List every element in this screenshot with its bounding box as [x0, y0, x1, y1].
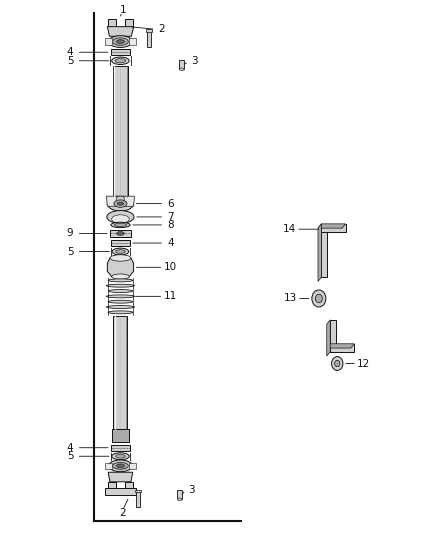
Polygon shape — [318, 224, 346, 228]
Polygon shape — [124, 196, 134, 206]
Bar — [129, 38, 136, 45]
Ellipse shape — [106, 305, 134, 309]
Text: 11: 11 — [164, 292, 177, 301]
Bar — [179, 60, 184, 69]
Ellipse shape — [177, 498, 182, 501]
Ellipse shape — [110, 255, 131, 261]
Polygon shape — [107, 258, 134, 277]
Ellipse shape — [112, 57, 129, 64]
Ellipse shape — [106, 284, 134, 287]
Text: 9: 9 — [67, 229, 74, 238]
Bar — [321, 224, 346, 232]
Ellipse shape — [108, 311, 133, 314]
Polygon shape — [318, 224, 321, 281]
Ellipse shape — [114, 223, 127, 227]
Ellipse shape — [107, 196, 134, 211]
Text: 4: 4 — [67, 47, 74, 57]
Polygon shape — [108, 472, 133, 482]
Ellipse shape — [106, 295, 134, 298]
Ellipse shape — [111, 222, 130, 228]
Ellipse shape — [117, 39, 124, 44]
Ellipse shape — [180, 68, 184, 71]
Text: 7: 7 — [167, 212, 174, 222]
Bar — [321, 224, 327, 277]
Text: 5: 5 — [67, 247, 74, 256]
Ellipse shape — [108, 279, 133, 282]
Text: 2: 2 — [159, 25, 166, 34]
Ellipse shape — [117, 464, 124, 468]
Ellipse shape — [109, 36, 132, 47]
Polygon shape — [108, 19, 116, 28]
Ellipse shape — [109, 460, 132, 472]
Text: 4: 4 — [167, 238, 174, 248]
Text: 3: 3 — [188, 485, 195, 495]
Ellipse shape — [116, 454, 125, 458]
Text: 13: 13 — [284, 294, 297, 303]
Bar — [177, 490, 182, 499]
Text: 10: 10 — [164, 262, 177, 272]
Circle shape — [315, 294, 322, 303]
Ellipse shape — [113, 462, 128, 469]
Bar — [111, 240, 130, 246]
Polygon shape — [106, 196, 117, 206]
Polygon shape — [113, 316, 127, 429]
Bar — [111, 49, 130, 55]
Text: 8: 8 — [167, 220, 174, 230]
Polygon shape — [125, 19, 133, 28]
Circle shape — [312, 290, 326, 307]
Polygon shape — [125, 482, 133, 491]
Ellipse shape — [117, 231, 124, 236]
Ellipse shape — [108, 300, 133, 303]
Bar — [105, 488, 136, 495]
Polygon shape — [327, 344, 354, 348]
Ellipse shape — [116, 249, 125, 254]
Ellipse shape — [112, 248, 129, 255]
Ellipse shape — [117, 202, 124, 205]
Text: 3: 3 — [191, 56, 198, 66]
Ellipse shape — [115, 59, 126, 63]
Bar — [129, 463, 136, 469]
Ellipse shape — [112, 274, 129, 279]
Text: 2: 2 — [119, 508, 126, 518]
Bar — [110, 230, 131, 237]
Ellipse shape — [112, 215, 129, 223]
Text: 5: 5 — [67, 56, 74, 66]
Text: 6: 6 — [167, 199, 174, 208]
Circle shape — [335, 360, 340, 367]
Ellipse shape — [114, 200, 127, 207]
Bar — [147, 31, 151, 47]
Text: 1: 1 — [119, 5, 126, 14]
Circle shape — [332, 357, 343, 370]
Bar — [135, 490, 141, 492]
Text: 14: 14 — [283, 224, 296, 234]
Text: 5: 5 — [67, 451, 74, 461]
Bar — [330, 344, 354, 352]
Polygon shape — [108, 482, 116, 491]
Ellipse shape — [112, 453, 129, 459]
Polygon shape — [107, 27, 134, 36]
Bar — [105, 38, 112, 45]
Polygon shape — [113, 66, 128, 197]
Text: 12: 12 — [357, 359, 370, 368]
Ellipse shape — [108, 289, 133, 293]
Polygon shape — [112, 429, 129, 442]
Text: 4: 4 — [67, 443, 74, 453]
Bar — [105, 463, 112, 469]
Bar — [111, 445, 130, 451]
Ellipse shape — [113, 38, 128, 45]
Polygon shape — [327, 320, 330, 356]
Bar — [330, 320, 336, 352]
Bar — [136, 491, 140, 507]
Ellipse shape — [107, 211, 134, 223]
Bar — [146, 29, 152, 32]
